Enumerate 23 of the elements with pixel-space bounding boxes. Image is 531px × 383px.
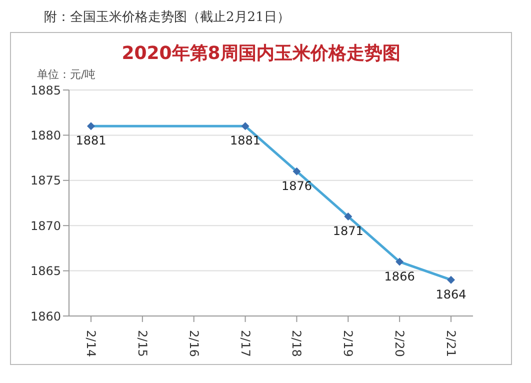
x-tick-label: 2/14 <box>84 330 98 357</box>
chart-title: 2020年第8周国内玉米价格走势图 <box>120 42 402 65</box>
y-tick-label: 1875 <box>30 174 61 188</box>
text: 附：全国玉米价格走势图（截止2月21日） <box>43 9 291 27</box>
data-label: 1881 <box>76 134 106 148</box>
data-label: 1866 <box>384 269 415 284</box>
data-label: 1871 <box>332 224 364 238</box>
x-tick-label: 2/15 <box>135 330 150 357</box>
y-tick-label: 1880 <box>30 128 61 142</box>
data-label: 1876 <box>281 178 312 193</box>
y-tick-label: 1865 <box>30 264 61 278</box>
x-tick-label: 2/17 <box>238 330 252 357</box>
y-tick-label: 1870 <box>30 218 61 233</box>
x-tick-label: 2/19 <box>341 330 356 357</box>
data-label: 1864 <box>436 287 466 302</box>
x-tick-label: 2/21 <box>444 330 458 357</box>
y-axis-title: 单位：元/吨 <box>36 67 97 82</box>
x-tick-label: 2/20 <box>392 330 407 357</box>
x-tick-label: 2/16 <box>186 330 201 357</box>
y-tick-label: 1860 <box>30 309 61 324</box>
x-tick-label: 2/18 <box>290 330 304 357</box>
y-tick-label: 1885 <box>30 83 61 98</box>
data-label: 1881 <box>230 134 261 148</box>
